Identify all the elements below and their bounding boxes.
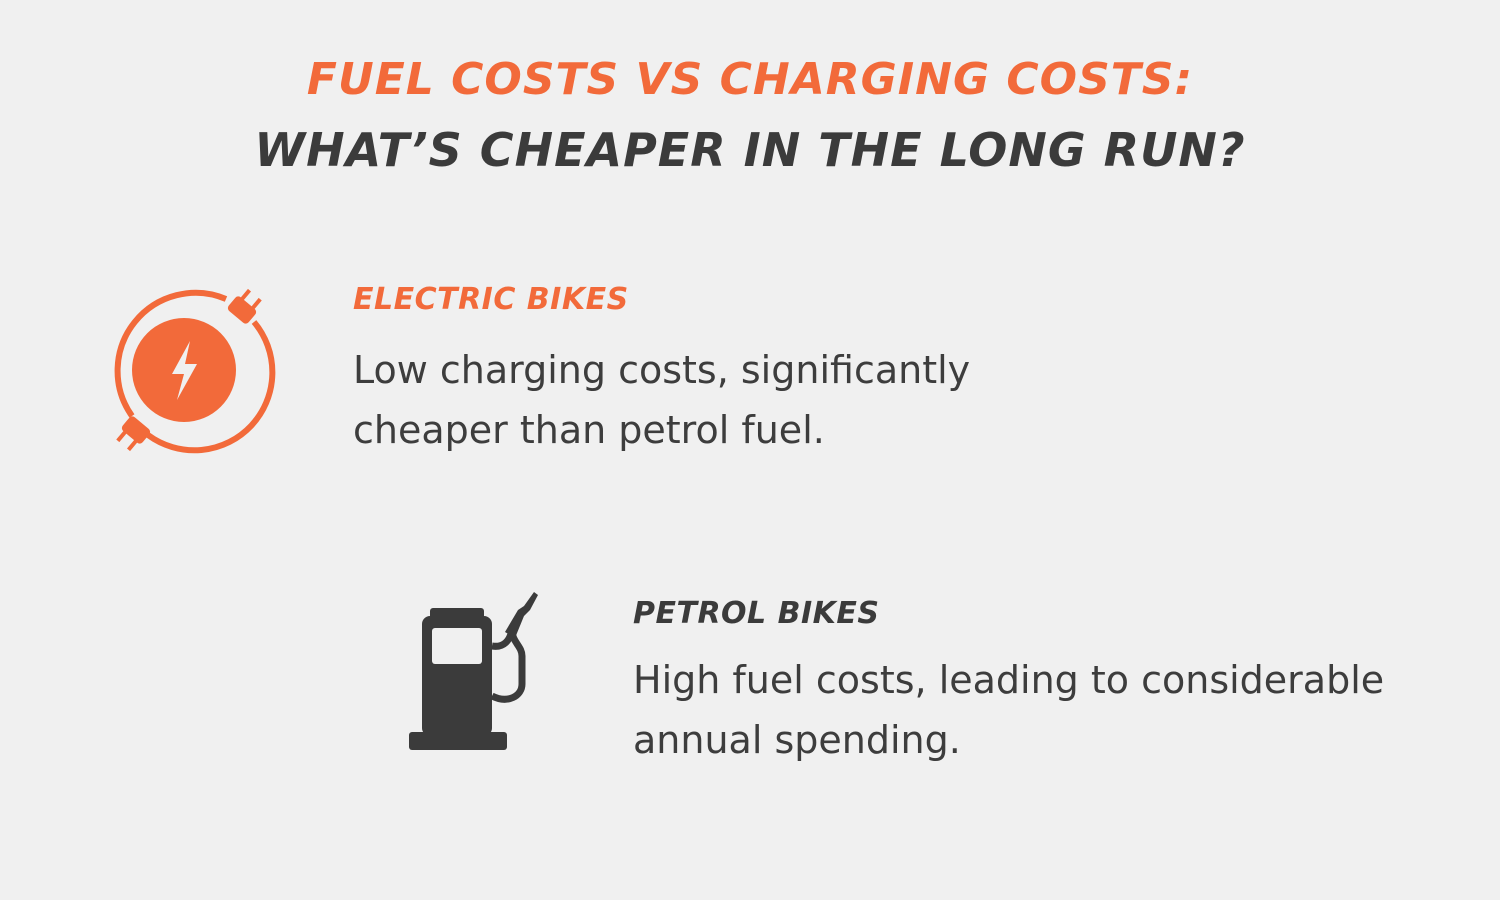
petrol-bikes-heading: PETROL BIKES bbox=[633, 596, 880, 631]
fuel-pump-icon bbox=[400, 586, 550, 756]
title-line-2: WHAT’S CHEAPER IN THE LONG RUN? bbox=[254, 123, 1246, 177]
title-line-1: FUEL COSTS VS CHARGING COSTS: bbox=[306, 54, 1194, 105]
electric-plug-bolt-icon bbox=[96, 282, 276, 458]
electric-bikes-description: Low charging costs, significantly cheape… bbox=[353, 348, 971, 452]
petrol-bikes-description: High fuel costs, leading to considerable… bbox=[633, 658, 1385, 762]
electric-bikes-heading: ELECTRIC BIKES bbox=[353, 282, 629, 317]
